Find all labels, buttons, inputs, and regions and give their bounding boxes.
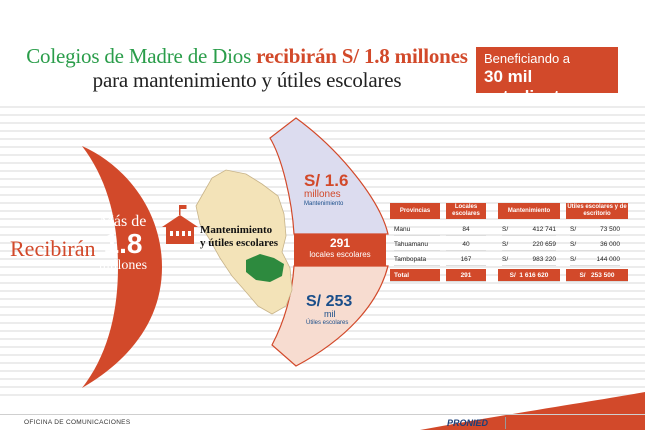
locales-badge: 291 locales escolares (294, 234, 386, 266)
table-cell-currency: S/ (502, 223, 516, 236)
table-total-label: Total (390, 269, 440, 282)
benef-line2: 30 mil estudiantes (484, 67, 579, 106)
utiles-value: S/ 253 (306, 293, 353, 310)
recibiran-label: Recibirán (10, 236, 96, 261)
table-cell-provincia: Tambopata (394, 253, 440, 266)
table-cell-currency: S/ (570, 223, 584, 236)
school-icon (162, 205, 198, 244)
table-cell-locales: 40 (446, 238, 486, 251)
maintenance-value: S/ 1.6 (304, 171, 349, 190)
amount-crescent (82, 146, 162, 388)
table-cell-locales: 167 (446, 253, 486, 266)
title-part1: Colegios de Madre de Dios (26, 44, 252, 68)
title-line2: para mantenimiento y útiles escolares (92, 68, 402, 92)
maintenance-total: S/ 1.6 millones Mantenimiento (304, 171, 374, 208)
amount-box: Más de 1.8 millones (86, 213, 160, 274)
table-cell-currency: S/ (502, 238, 516, 251)
table-cell-utiles: 36 000 (584, 238, 620, 251)
locales-value: 291 (329, 236, 351, 250)
footer-red-swoosh (420, 392, 645, 430)
amount-value: 1.8 (103, 228, 143, 259)
table-cell-utiles: 144 000 (584, 253, 620, 266)
table-cell-utiles: 73 500 (584, 223, 620, 236)
table-cell-mantenimiento: 983 220 (516, 253, 556, 266)
footer-office: OFICINA DE COMUNICACIONES (24, 419, 131, 426)
beneficiaries-badge: Beneficiando a 30 mil estudiantes (476, 47, 618, 106)
table-cell-mantenimiento: 220 659 (516, 238, 556, 251)
table-cell-mantenimiento: 412 741 (516, 223, 556, 236)
pronied-logo: PRONIED (447, 418, 489, 428)
table-total-locales: 291 (446, 269, 486, 282)
title-part2: recibirán S/ 1.8 millones (256, 44, 468, 68)
table-cell-currency: S/ (570, 238, 584, 251)
th-locales: Locales escolares (446, 203, 486, 219)
table-cell-provincia: Tahuamanu (394, 238, 440, 251)
th-mantenimiento: Mantenimiento (498, 203, 560, 219)
maintenance-caption: Mantenimiento (304, 201, 344, 207)
utiles-unit: mil (324, 309, 336, 319)
madre-de-dios-region (246, 254, 284, 282)
footer-separator (505, 417, 506, 429)
utiles-total: S/ 253 mil Útiles escolares (306, 293, 376, 326)
amount-unit: millones (98, 258, 148, 273)
maintenance-arc (269, 117, 389, 235)
footer-divider (0, 414, 645, 415)
table-total-utiles: S/ 253 500 (566, 269, 628, 282)
table-cell-currency: S/ (502, 253, 516, 266)
table-cell-currency: S/ (570, 253, 584, 266)
mas-de-label: Más de (99, 213, 147, 230)
th-provincias: Provincias (390, 203, 440, 219)
page-title: Colegios de Madre de Dios recibirán S/ 1… (22, 44, 472, 92)
th-utiles: Útiles escolares y de escritorio (566, 203, 628, 219)
maintenance-unit: millones (304, 189, 341, 200)
map-label-line2: y útiles escolares (200, 237, 279, 249)
map-label-line1: Mantenimiento (200, 224, 273, 236)
benef-line1: Beneficiando a (484, 51, 571, 66)
table-cell-provincia: Manu (394, 223, 440, 236)
table-cell-locales: 84 (446, 223, 486, 236)
locales-label: locales escolares (309, 250, 371, 259)
map-label: Mantenimiento y útiles escolares (200, 224, 300, 250)
table-total-mantenimiento: S/ 1 616 620 (498, 269, 560, 282)
utiles-caption: Útiles escolares (306, 320, 349, 326)
